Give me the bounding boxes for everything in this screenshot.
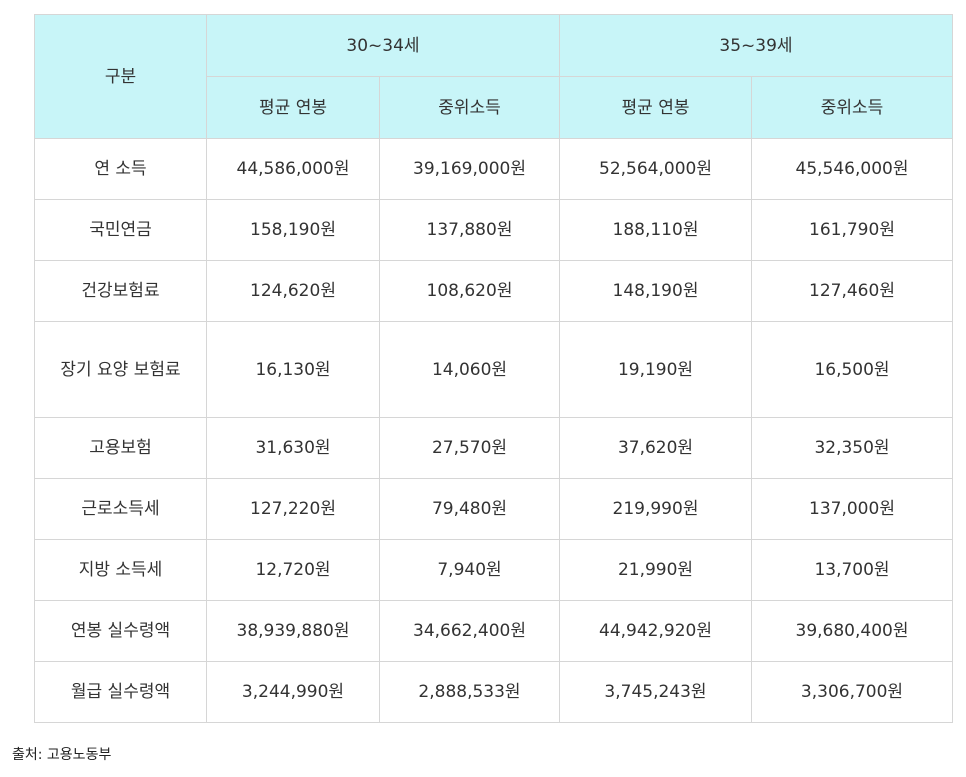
table-cell: 16,500원	[751, 321, 953, 418]
table-row: 연봉 실수령액 38,939,880원 34,662,400원 44,942,9…	[34, 600, 953, 662]
table-cell: 13,700원	[751, 539, 953, 601]
table-cell: 39,680,400원	[751, 600, 953, 662]
table-cell: 79,480원	[379, 478, 560, 540]
table-cell: 19,190원	[559, 321, 752, 418]
table-cell: 52,564,000원	[559, 138, 752, 200]
table-cell: 219,990원	[559, 478, 752, 540]
header-group-35-39: 35~39세	[559, 14, 953, 77]
table-cell: 3,244,990원	[206, 661, 380, 723]
table-cell: 39,169,000원	[379, 138, 560, 200]
table-cell: 127,220원	[206, 478, 380, 540]
header-category: 구분	[34, 14, 207, 139]
table-cell: 31,630원	[206, 417, 380, 479]
table-cell: 45,546,000원	[751, 138, 953, 200]
table-cell: 34,662,400원	[379, 600, 560, 662]
row-label: 장기 요양 보험료	[34, 321, 207, 418]
table-cell: 188,110원	[559, 199, 752, 261]
table-cell: 32,350원	[751, 417, 953, 479]
row-label: 연 소득	[34, 138, 207, 200]
table-row: 고용보험 31,630원 27,570원 37,620원 32,350원	[34, 417, 953, 479]
table-row: 건강보험료 124,620원 108,620원 148,190원 127,460…	[34, 260, 953, 322]
table-row: 국민연금 158,190원 137,880원 188,110원 161,790원	[34, 199, 953, 261]
row-label: 월급 실수령액	[34, 661, 207, 723]
table-row: 장기 요양 보험료 16,130원 14,060원 19,190원 16,500…	[34, 321, 953, 418]
table-cell: 127,460원	[751, 260, 953, 322]
table-cell: 44,586,000원	[206, 138, 380, 200]
header-group-30-34: 30~34세	[206, 14, 560, 77]
table-cell: 3,306,700원	[751, 661, 953, 723]
row-label: 연봉 실수령액	[34, 600, 207, 662]
row-label: 고용보험	[34, 417, 207, 479]
header-row-sub: 평균 연봉 중위소득 평균 연봉 중위소득	[35, 76, 953, 139]
table-cell: 137,000원	[751, 478, 953, 540]
row-label: 근로소득세	[34, 478, 207, 540]
table-cell: 21,990원	[559, 539, 752, 601]
table-cell: 14,060원	[379, 321, 560, 418]
table-cell: 44,942,920원	[559, 600, 752, 662]
income-table: 구분 30~34세 35~39세 평균 연봉 중위소득 평균 연봉 중위소득 연…	[34, 14, 953, 723]
table-cell: 3,745,243원	[559, 661, 752, 723]
table-cell: 158,190원	[206, 199, 380, 261]
row-label: 국민연금	[34, 199, 207, 261]
header-row-groups: 구분 30~34세 35~39세	[34, 14, 953, 139]
table-row: 지방 소득세 12,720원 7,940원 21,990원 13,700원	[34, 539, 953, 601]
table-cell: 12,720원	[206, 539, 380, 601]
table-cell: 27,570원	[379, 417, 560, 479]
table-cell: 38,939,880원	[206, 600, 380, 662]
table-row: 월급 실수령액 3,244,990원 2,888,533원 3,745,243원…	[34, 661, 953, 723]
table-row: 연 소득 44,586,000원 39,169,000원 52,564,000원…	[34, 138, 953, 200]
table-cell: 161,790원	[751, 199, 953, 261]
table-cell: 108,620원	[379, 260, 560, 322]
table-cell: 37,620원	[559, 417, 752, 479]
row-label: 지방 소득세	[34, 539, 207, 601]
subheader-avg-salary: 평균 연봉	[559, 76, 752, 139]
subheader-median-income: 중위소득	[379, 76, 560, 139]
source-caption: 출처: 고용노동부	[12, 747, 112, 763]
row-label: 건강보험료	[34, 260, 207, 322]
table-row: 근로소득세 127,220원 79,480원 219,990원 137,000원	[34, 478, 953, 540]
table-cell: 7,940원	[379, 539, 560, 601]
table-cell: 124,620원	[206, 260, 380, 322]
subheader-median-income: 중위소득	[751, 76, 953, 139]
table-cell: 137,880원	[379, 199, 560, 261]
table-cell: 16,130원	[206, 321, 380, 418]
subheader-avg-salary: 평균 연봉	[206, 76, 380, 139]
table-cell: 2,888,533원	[379, 661, 560, 723]
table-cell: 148,190원	[559, 260, 752, 322]
